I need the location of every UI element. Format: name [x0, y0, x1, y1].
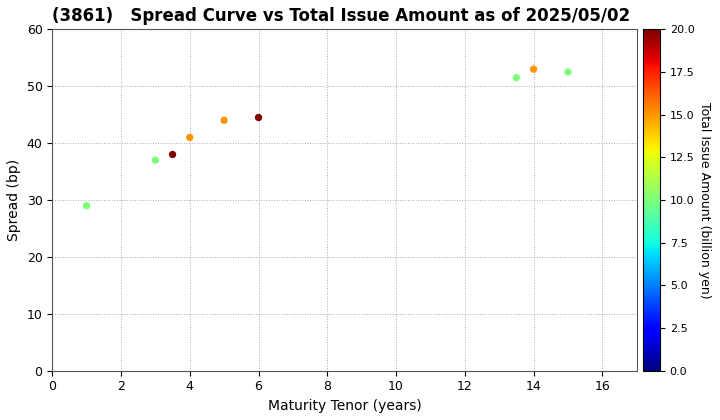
Point — [184, 134, 196, 141]
Point — [253, 114, 264, 121]
Y-axis label: Total Issue Amount (billion yen): Total Issue Amount (billion yen) — [698, 102, 711, 298]
Point — [562, 68, 574, 75]
Text: (3861)   Spread Curve vs Total Issue Amount as of 2025/05/02: (3861) Spread Curve vs Total Issue Amoun… — [53, 7, 630, 25]
Point — [167, 151, 179, 158]
Point — [528, 66, 539, 73]
Point — [81, 202, 92, 209]
Y-axis label: Spread (bp): Spread (bp) — [7, 159, 21, 241]
Point — [510, 74, 522, 81]
X-axis label: Maturity Tenor (years): Maturity Tenor (years) — [268, 399, 421, 413]
Point — [150, 157, 161, 163]
Point — [218, 117, 230, 124]
